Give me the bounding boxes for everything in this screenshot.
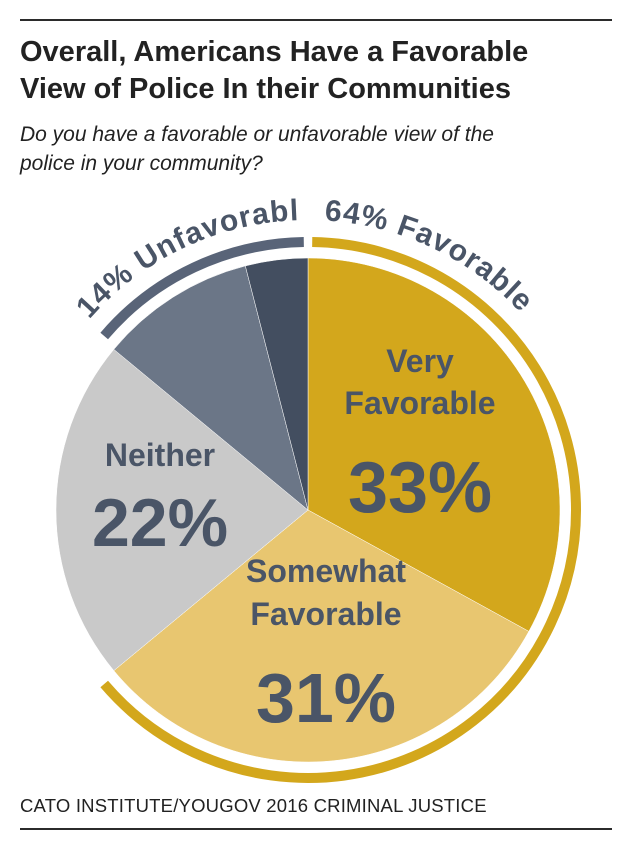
- slice-label-very-favorable-line-2: Favorable: [344, 385, 495, 421]
- slice-value-very-favorable: 33%: [348, 448, 492, 528]
- top-rule: [20, 19, 612, 21]
- subtitle-line-1: Do you have a favorable or unfavorable v…: [20, 123, 494, 146]
- subtitle-line-2: police in your community?: [20, 152, 263, 175]
- slice-label-neither-line-1: Neither: [105, 437, 215, 473]
- chart-subtitle: Do you have a favorable or unfavorable v…: [20, 120, 610, 178]
- pie-slice-neither: [55, 349, 309, 671]
- slice-label-very-favorable-line-1: Very: [386, 343, 454, 379]
- slice-label-somewhat-favorable-line-2: Favorable: [250, 596, 401, 632]
- group-arc-unfavorable: [100, 237, 304, 340]
- pie-slice-very-favorable: [307, 257, 561, 632]
- title-line-1: Overall, Americans Have a Favorable: [20, 36, 529, 68]
- title-line-2: View of Police In their Communities: [20, 73, 511, 105]
- slice-value-somewhat-favorable: 31%: [256, 659, 396, 737]
- source-credit: CATO INSTITUTE/YOUGOV 2016 CRIMINAL JUST…: [20, 795, 487, 816]
- pie-slice-very-unfavorable: [245, 257, 309, 511]
- chart-title: Overall, Americans Have a Favorable View…: [20, 34, 610, 108]
- pie-slice-somewhat-favorable: [113, 509, 530, 763]
- group-arc-favorable: [100, 237, 581, 783]
- slice-label-somewhat-favorable-line-1: Somewhat: [246, 553, 406, 589]
- bottom-rule: [20, 828, 612, 830]
- pie-slice-somewhat-unfavorable: [113, 265, 309, 511]
- slice-value-neither: 22%: [92, 485, 228, 561]
